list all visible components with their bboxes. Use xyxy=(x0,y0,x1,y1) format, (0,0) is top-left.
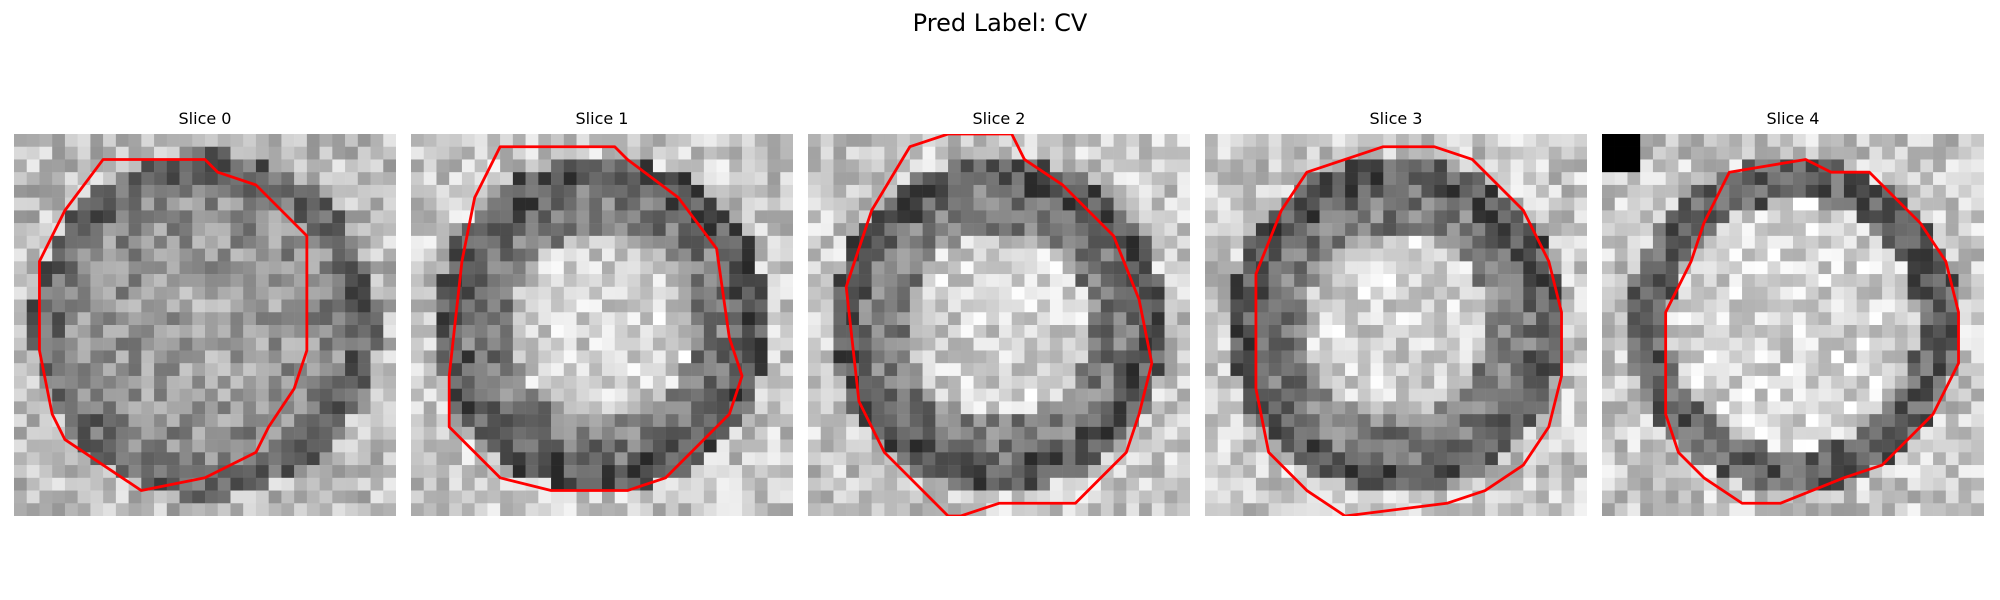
slice-image-1-svg xyxy=(411,134,793,516)
slice-image-2 xyxy=(808,134,1190,516)
slice-image-2-svg xyxy=(808,134,1190,516)
slice-0-contour xyxy=(38,158,309,492)
figure-title: Pred Label: CV xyxy=(912,9,1088,37)
slice-3-contour xyxy=(1254,145,1563,516)
panel-title-slice-1: Slice 1 xyxy=(575,109,629,128)
slice-image-4-svg xyxy=(1602,134,1984,516)
slice-image-1-pixels xyxy=(411,134,793,516)
slice-image-1 xyxy=(411,134,793,516)
slice-image-0 xyxy=(14,134,396,516)
slice-image-3-pixels xyxy=(1205,134,1587,516)
slice-4-contour xyxy=(1664,158,1960,505)
panel-title-slice-0: Slice 0 xyxy=(178,109,232,128)
slice-1-contour xyxy=(447,145,744,492)
slice-image-3 xyxy=(1205,134,1587,516)
panel-title-slice-4: Slice 4 xyxy=(1766,109,1820,128)
slice-image-4-pixels xyxy=(1602,134,1984,516)
slice-2-contour xyxy=(844,134,1154,516)
slice-image-0-svg xyxy=(14,134,396,516)
panel-title-slice-2: Slice 2 xyxy=(972,109,1026,128)
slice-image-2-pixels xyxy=(808,134,1190,516)
slice-image-0-pixels xyxy=(14,134,396,516)
slice-image-3-svg xyxy=(1205,134,1587,516)
panel-title-slice-3: Slice 3 xyxy=(1369,109,1423,128)
slice-image-4 xyxy=(1602,134,1984,516)
